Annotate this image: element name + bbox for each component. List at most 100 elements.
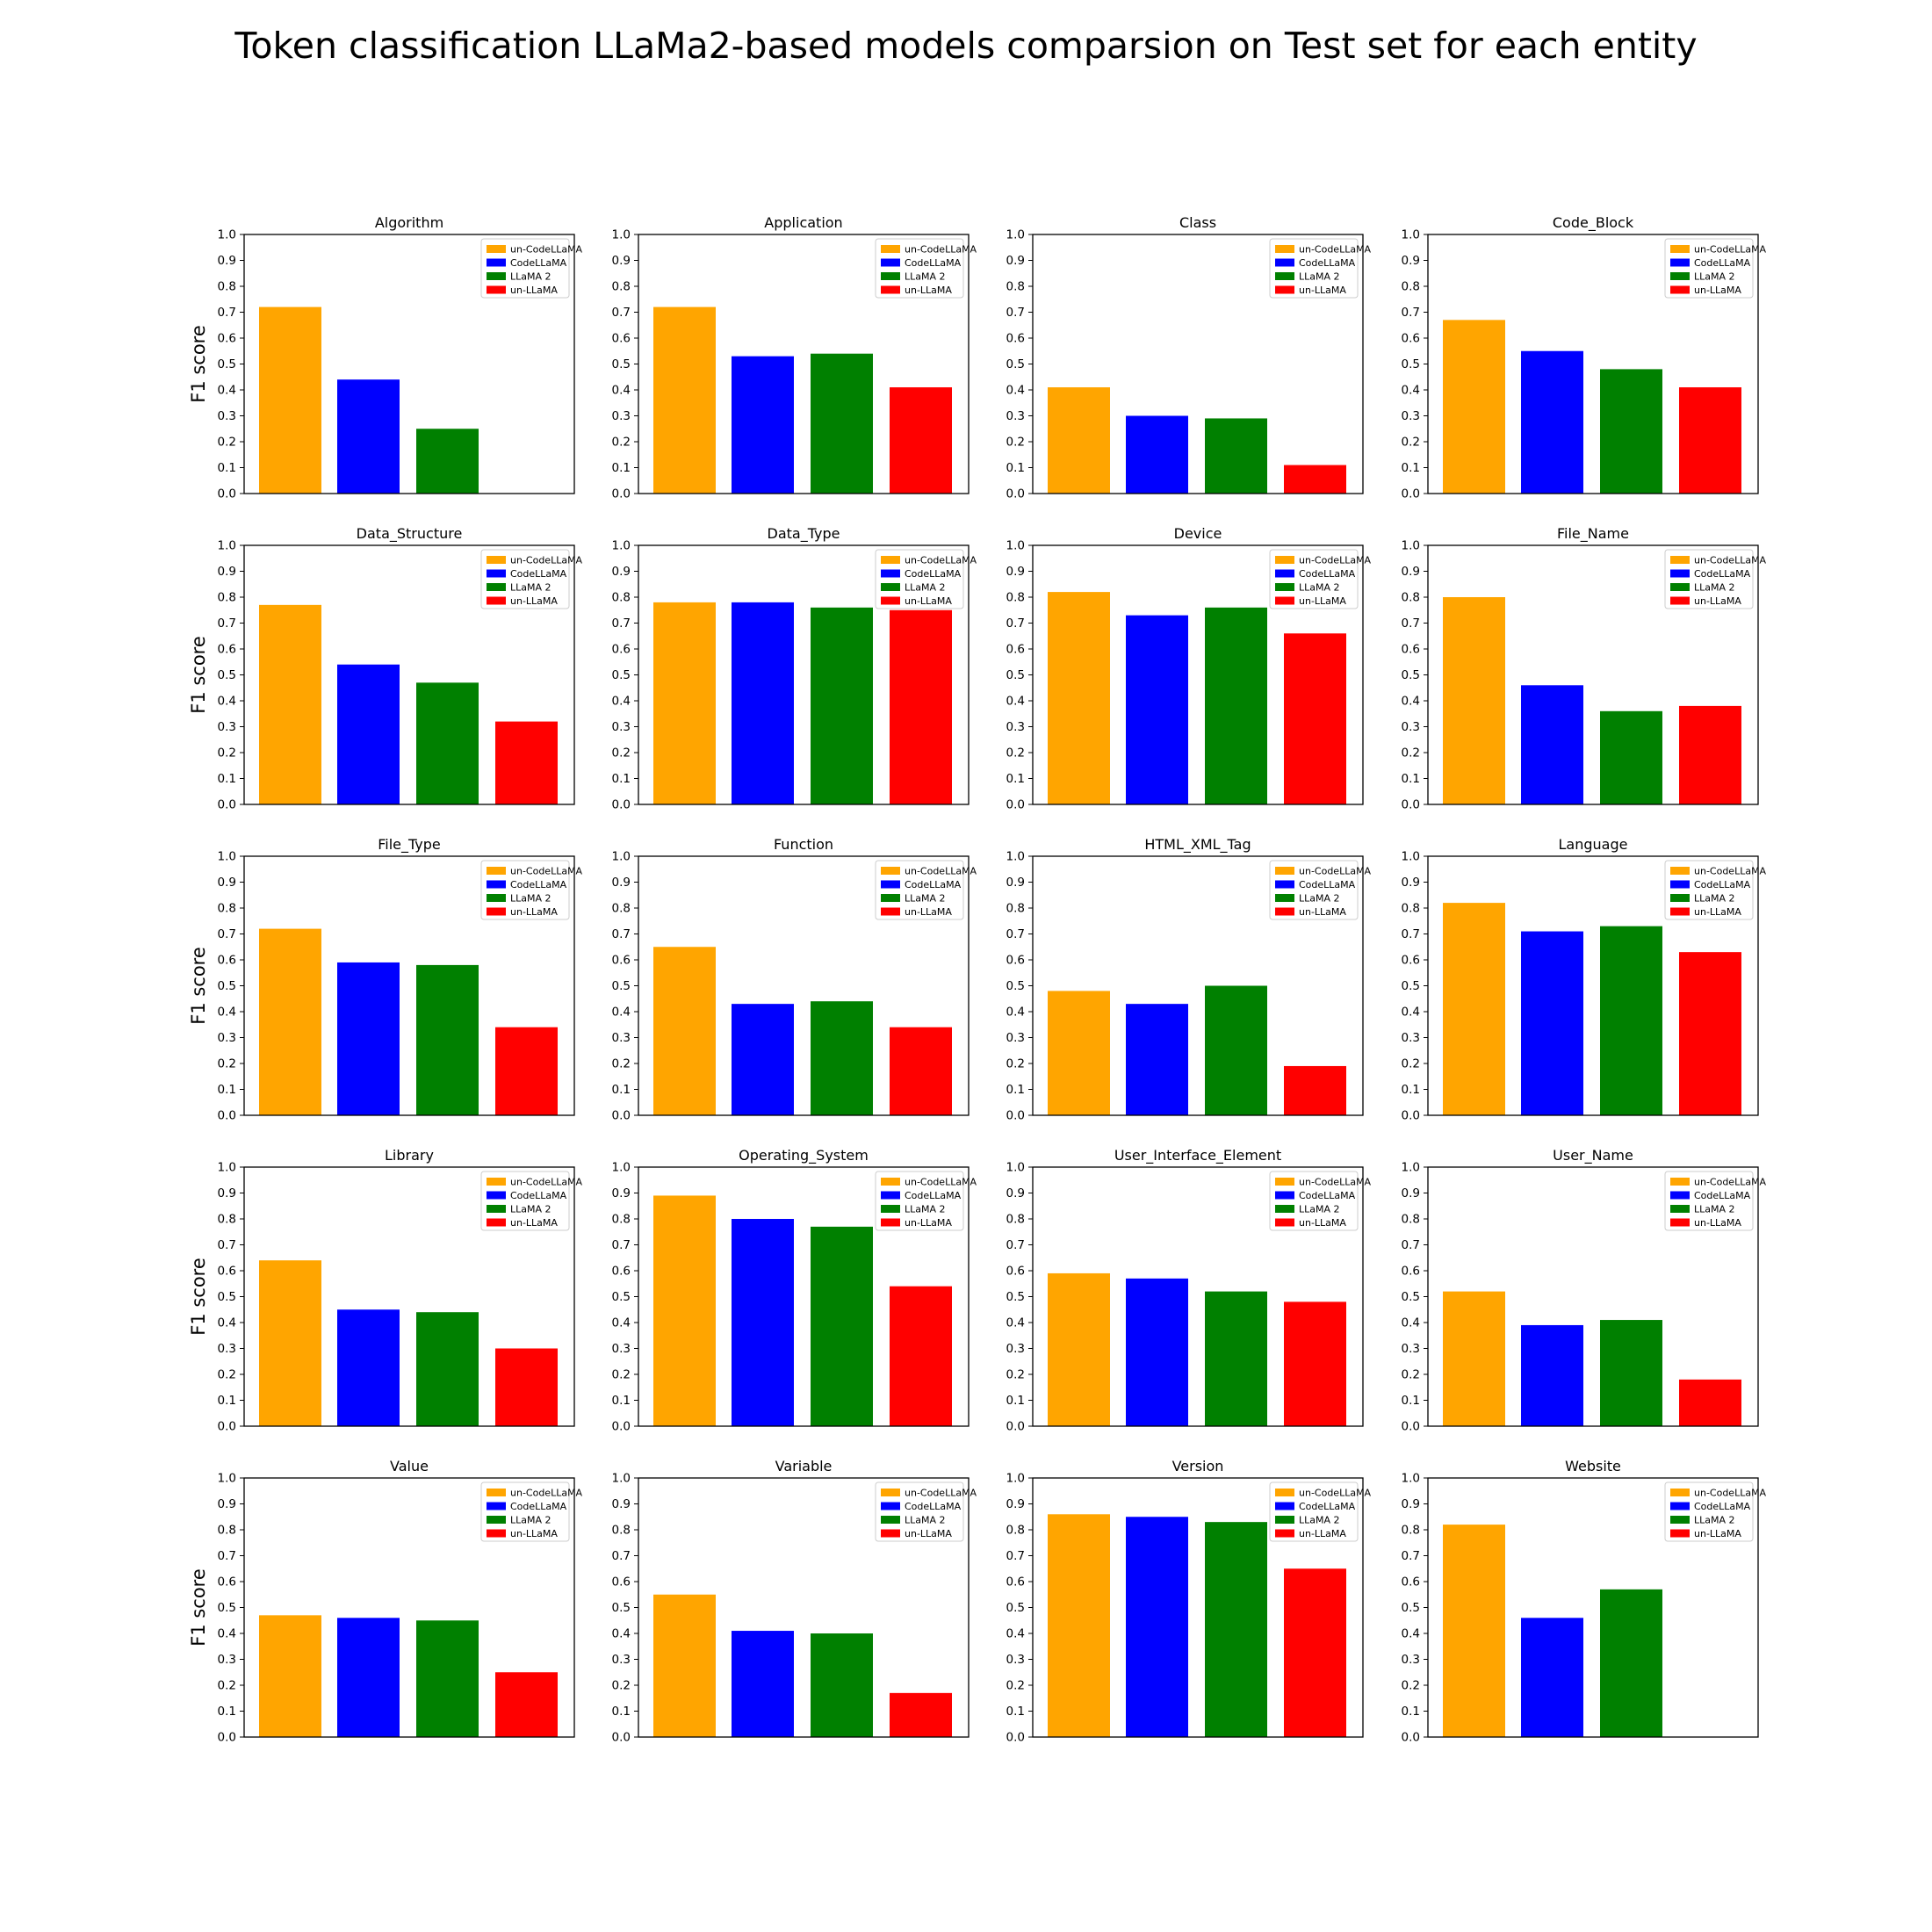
subplot-file-type: File_Type 0.0 0.1 0.2 0.3 0.4 0.5 0.6 0.7 0.8 0.9 1…	[188, 836, 583, 1123]
y-tick-label: 0.6	[612, 1265, 631, 1279]
bar-un-codellama	[1443, 320, 1505, 494]
y-tick-label: 0.0	[1402, 1420, 1420, 1434]
legend-swatch	[881, 1205, 900, 1213]
legend-swatch	[1275, 1529, 1294, 1538]
legend-swatch	[881, 556, 900, 564]
legend-label: LLaMA 2	[510, 1515, 551, 1526]
y-tick-label: 0.1	[1402, 772, 1420, 786]
bar-llama-2	[416, 1620, 479, 1737]
y-tick-label: 0.9	[1402, 1497, 1420, 1511]
axes-frame	[1032, 1166, 1364, 1427]
bar-codellama	[337, 664, 400, 804]
y-tick-label: 0.3	[1402, 1342, 1420, 1356]
subplot-code-block: Code_Block 0.0 0.1 0.2 0.3 0.4 0.5 0.6 0.7 0.8 0.9…	[1402, 214, 1767, 501]
bar-un-llama	[1284, 633, 1346, 804]
axes-frame	[243, 855, 575, 1116]
y-tick-label: 0.6	[1402, 1575, 1420, 1590]
legend-swatch	[1670, 880, 1690, 889]
legend-swatch	[1275, 1205, 1294, 1213]
bar-un-llama	[1284, 1568, 1346, 1737]
y-tick-label: 0.3	[612, 720, 631, 734]
bar-codellama	[732, 1004, 794, 1115]
legend-label: un-CodeLLaMA	[1299, 1177, 1372, 1188]
y-tick-label: 0.7	[1006, 927, 1025, 941]
y-tick-label: 0.7	[218, 616, 236, 631]
legend-swatch	[881, 1516, 900, 1524]
axes-frame	[638, 1166, 970, 1427]
y-tick-label: 0.0	[218, 1420, 236, 1434]
y-tick-label: 0.7	[1006, 616, 1025, 631]
subplot-title: Data_Type	[768, 525, 840, 543]
legend-swatch	[487, 1191, 506, 1200]
subplot-variable: Variable 0.0 0.1 0.2 0.3 0.4 0.5 0.6 0.7 0.8 0.9 1.…	[612, 1458, 977, 1745]
legend-label: LLaMA 2	[1299, 582, 1340, 594]
bar-un-llama	[1679, 952, 1741, 1115]
bar-un-codellama	[259, 1260, 321, 1426]
y-tick-label: 0.0	[612, 1420, 631, 1434]
bar-codellama	[732, 602, 794, 804]
y-tick-label: 0.4	[1006, 1316, 1025, 1330]
y-tick-label: 0.3	[612, 1342, 631, 1356]
y-tick-label: 0.7	[1402, 306, 1420, 320]
subplot-title: File_Type	[378, 836, 441, 854]
y-tick-label: 0.5	[218, 1290, 236, 1304]
y-tick-label: 0.5	[218, 1601, 236, 1615]
legend-swatch	[1275, 1489, 1294, 1496]
legend-label: un-LLaMA	[510, 285, 558, 296]
subplot-title: User_Interface_Element	[1114, 1147, 1281, 1164]
legend-label: LLaMA 2	[510, 1204, 551, 1215]
legend-swatch	[1275, 1516, 1294, 1524]
y-tick-label: 0.3	[612, 409, 631, 423]
bar-codellama	[337, 379, 400, 494]
y-tick-label: 0.1	[1402, 1394, 1420, 1408]
bar-un-llama	[1679, 705, 1741, 804]
y-tick-label: 0.9	[218, 1186, 236, 1200]
legend-box	[875, 1481, 964, 1542]
y-tick-label: 0.4	[1402, 695, 1420, 709]
legend-box	[1269, 1481, 1359, 1542]
figure-title: Token classification LLaMa2-based models…	[234, 25, 1698, 67]
y-tick-label: 0.8	[612, 902, 631, 916]
bar-un-codellama	[1443, 597, 1505, 804]
y-tick-label: 0.4	[612, 1316, 631, 1330]
legend-label: un-LLaMA	[510, 1528, 558, 1539]
bar-llama-2	[416, 682, 479, 804]
legend-swatch	[1670, 894, 1690, 902]
y-tick-label: 0.0	[612, 1731, 631, 1745]
y-tick-label: 0.4	[218, 1316, 236, 1330]
legend-label: CodeLLaMA	[905, 568, 962, 580]
y-tick-label: 0.2	[1006, 1679, 1025, 1693]
y-tick-label: 0.1	[1006, 1705, 1025, 1719]
subplot-title: Device	[1174, 525, 1222, 542]
y-tick-label: 0.4	[218, 695, 236, 709]
y-tick-label: 0.6	[1402, 954, 1420, 968]
legend-box	[1269, 1171, 1359, 1231]
y-tick-label: 1.0	[1006, 1161, 1025, 1175]
bar-codellama	[337, 962, 400, 1115]
y-tick-label: 1.0	[612, 1472, 631, 1486]
legend-label: LLaMA 2	[1694, 1515, 1735, 1526]
bar-un-codellama	[259, 1615, 321, 1737]
legend-box	[480, 860, 570, 920]
legend-swatch	[881, 1218, 900, 1227]
legend-swatch	[1670, 569, 1690, 578]
legend-label: CodeLLaMA	[1694, 1190, 1751, 1201]
y-tick-label: 0.5	[218, 357, 236, 371]
y-tick-label: 0.5	[612, 357, 631, 371]
legend-label: un-CodeLLaMA	[510, 1488, 583, 1499]
y-tick-label: 0.5	[1402, 357, 1420, 371]
legend-label: CodeLLaMA	[510, 568, 567, 580]
bar-codellama	[1126, 615, 1188, 804]
y-tick-label: 0.2	[1402, 746, 1420, 761]
bar-llama-2	[1600, 1589, 1662, 1737]
legend-swatch	[881, 596, 900, 605]
legend-label: un-LLaMA	[1299, 1217, 1346, 1229]
legend-label: un-CodeLLaMA	[1299, 555, 1372, 566]
y-tick-label: 0.0	[218, 798, 236, 812]
legend-swatch	[881, 907, 900, 916]
legend-label: CodeLLaMA	[1694, 879, 1751, 890]
legend-box	[480, 549, 570, 609]
legend-swatch	[487, 907, 506, 916]
y-tick-label: 0.0	[218, 1109, 236, 1123]
y-tick-label: 0.8	[612, 1524, 631, 1538]
